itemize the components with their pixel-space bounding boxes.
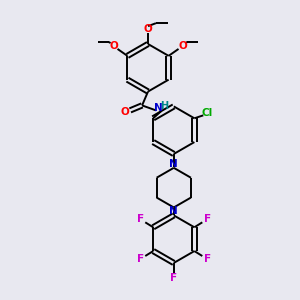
Text: F: F — [170, 273, 177, 283]
Text: O: O — [121, 107, 130, 117]
Text: N: N — [154, 103, 162, 113]
Text: O: O — [178, 41, 187, 51]
Text: N: N — [169, 159, 178, 170]
Text: O: O — [144, 24, 152, 34]
Text: F: F — [204, 254, 211, 264]
Text: F: F — [137, 214, 144, 224]
Text: Cl: Cl — [202, 108, 213, 118]
Text: N: N — [169, 206, 178, 216]
Text: H: H — [160, 101, 168, 111]
Text: F: F — [137, 254, 144, 264]
Text: F: F — [204, 214, 211, 224]
Text: O: O — [109, 41, 118, 51]
